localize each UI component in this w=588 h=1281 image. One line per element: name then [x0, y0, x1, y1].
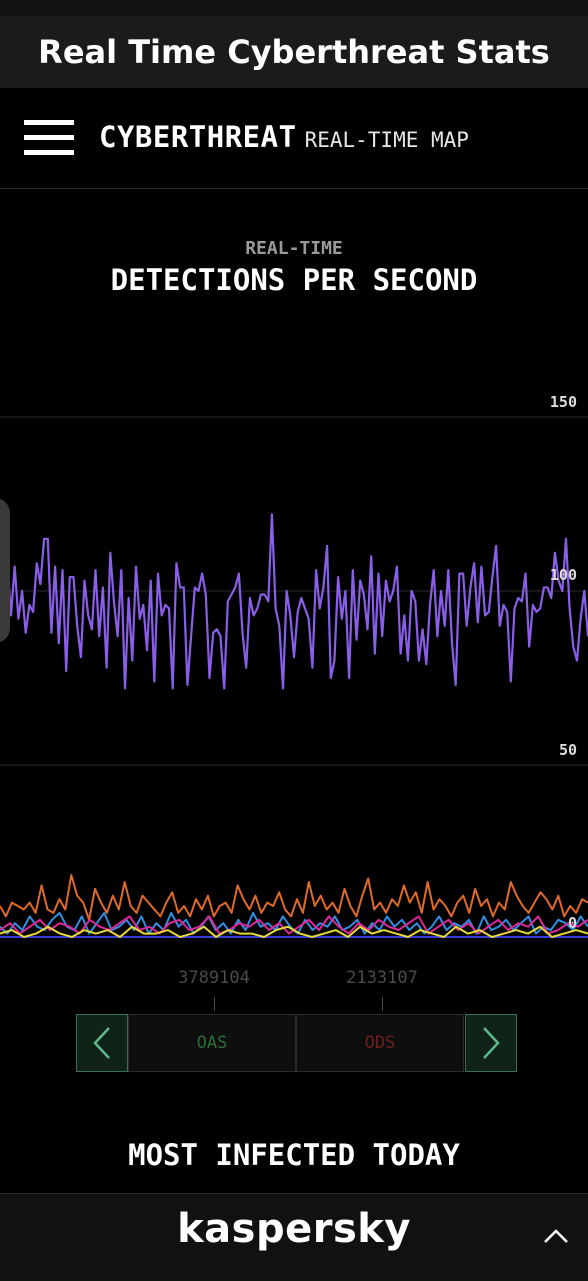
brand-main: CYBERTHREAT	[99, 120, 297, 154]
app-title: Real Time Cyberthreat Stats	[38, 33, 550, 71]
source-switcher: OAS ODS	[76, 1014, 517, 1072]
series-line-4	[0, 925, 588, 938]
most-infected-title: MOST INFECTED TODAY	[128, 1138, 460, 1172]
section-subtitle: REAL-TIME	[245, 238, 343, 259]
chevron-left-icon	[93, 1027, 110, 1059]
y-tick-label: 50	[559, 741, 577, 759]
oas-tick	[214, 997, 215, 1011]
section-title: DETECTIONS PER SECOND	[110, 263, 478, 297]
chevron-up-icon[interactable]	[543, 1228, 569, 1244]
ods-counter: 2133107	[346, 968, 418, 988]
y-tick-label: 0	[568, 914, 577, 932]
menu-icon[interactable]	[24, 118, 76, 158]
y-tick-label: 100	[550, 566, 577, 584]
brand[interactable]: CYBERTHREAT REAL-TIME MAP	[99, 120, 469, 154]
status-bar	[0, 0, 588, 16]
site-navbar: CYBERTHREAT REAL-TIME MAP	[0, 88, 588, 189]
detections-chart: 150 100 50 0	[0, 393, 588, 938]
series-line-0	[0, 513, 588, 690]
app-title-bar: Real Time Cyberthreat Stats	[0, 16, 588, 88]
side-drawer-handle[interactable]	[0, 498, 10, 643]
oas-counter: 3789104	[178, 968, 250, 988]
footer-bar: kaspersky	[0, 1193, 588, 1281]
series-line-1	[0, 874, 588, 921]
kaspersky-logo[interactable]: kaspersky	[177, 1206, 411, 1252]
tab-oas[interactable]: OAS	[128, 1014, 296, 1072]
tab-ods[interactable]: ODS	[296, 1014, 464, 1072]
next-button[interactable]	[465, 1014, 517, 1072]
chevron-right-icon	[483, 1027, 500, 1059]
y-tick-label: 150	[550, 393, 577, 411]
prev-button[interactable]	[76, 1014, 128, 1072]
brand-sub: REAL-TIME MAP	[304, 128, 469, 152]
ods-tick	[382, 997, 383, 1011]
